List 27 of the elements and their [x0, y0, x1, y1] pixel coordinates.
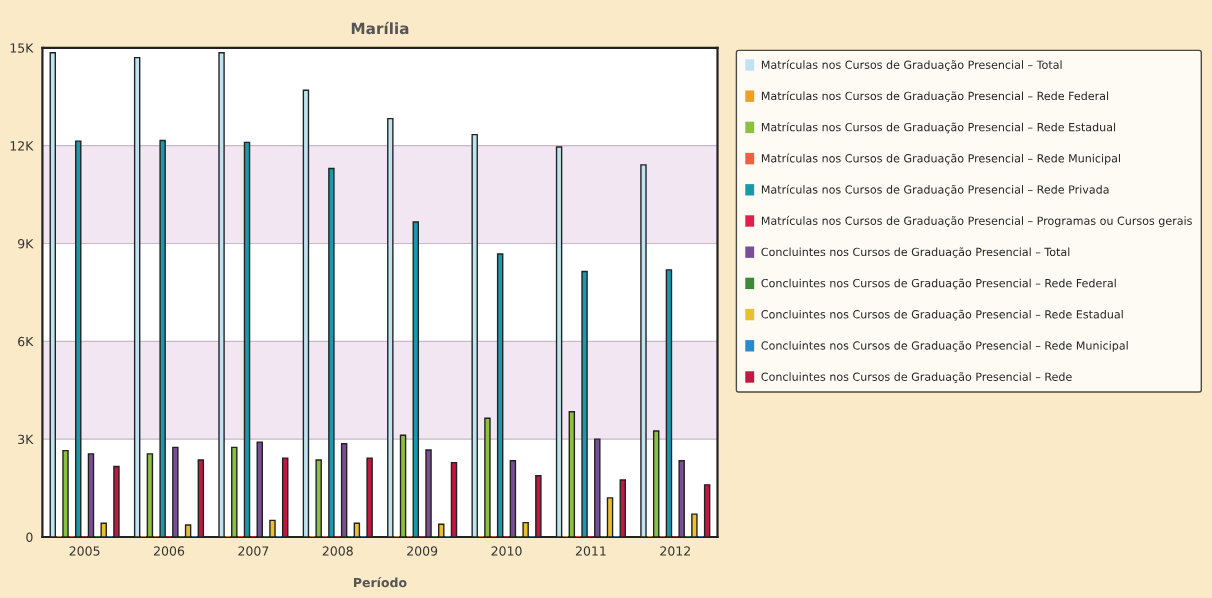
- legend-label: Concluintes nos Cursos de Graduação Presencial – Rede Federal: [761, 278, 1116, 290]
- y-tick-label: 3K: [18, 434, 34, 445]
- x-tick-label: 2008: [322, 546, 353, 556]
- legend-label: Matrículas nos Cursos de Graduação Presencial – Rede Privada: [761, 184, 1109, 196]
- x-axis-title: Período: [354, 577, 407, 588]
- legend-label: Matrículas nos Cursos de Graduação Presencial – Total: [761, 59, 1062, 71]
- legend-label: Concluintes nos Cursos de Graduação Presencial – Rede Estadual: [761, 309, 1123, 321]
- y-tick-label: 12K: [10, 141, 34, 151]
- y-tick-label: 9K: [18, 238, 34, 249]
- chart-title: Marília: [351, 21, 409, 35]
- legend-label: Matrículas nos Cursos de Graduação Presencial – Rede Federal: [761, 91, 1109, 103]
- y-tick-label: 6K: [18, 336, 34, 347]
- y-tick-label: 15K: [10, 43, 34, 53]
- legend-label: Matrículas nos Cursos de Graduação Presencial – Rede Municipal: [761, 153, 1120, 165]
- x-tick-label: 2009: [407, 546, 438, 556]
- legend-label: Matrículas nos Cursos de Graduação Presencial – Programas ou Cursos gerais: [761, 215, 1192, 228]
- legend-label: Matrículas nos Cursos de Graduação Presencial – Rede Estadual: [761, 122, 1116, 134]
- x-tick-label: 2010: [491, 546, 522, 556]
- legend-label: Concluintes nos Cursos de Graduação Presencial – Rede Municipal: [761, 340, 1128, 352]
- x-tick-label: 2011: [575, 546, 606, 556]
- legend-label: Concluintes nos Cursos de Graduação Presencial – Total: [761, 247, 1070, 259]
- legend-label: Concluintes nos Cursos de Graduação Presencial – Rede: [761, 372, 1072, 383]
- x-tick-label: 2005: [69, 546, 100, 556]
- x-tick-label: 2007: [238, 546, 269, 556]
- y-tick-label: 0: [26, 532, 33, 542]
- x-tick-label: 2012: [660, 546, 690, 556]
- x-tick-label: 2006: [154, 546, 185, 556]
